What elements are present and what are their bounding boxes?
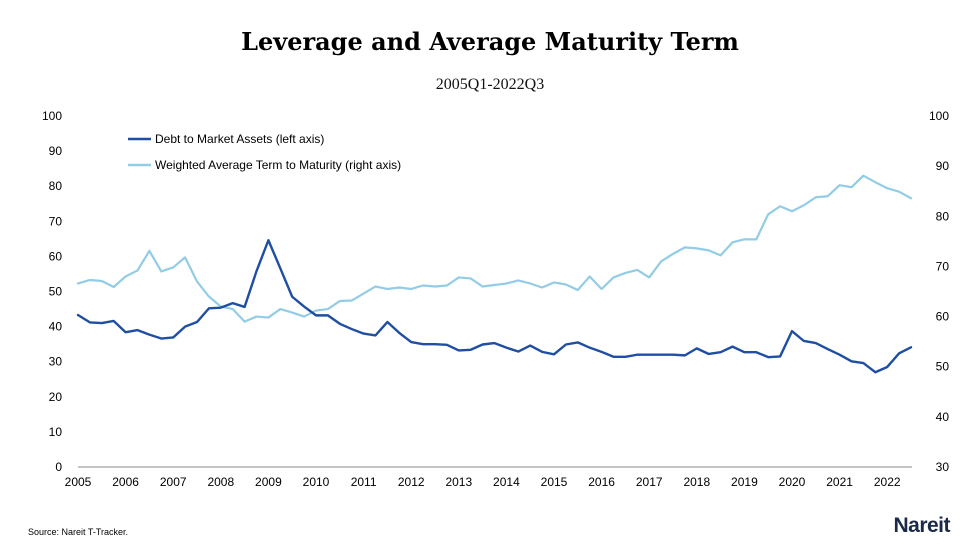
x-tick-label: 2022 [874, 475, 901, 489]
x-tick-label: 2019 [731, 475, 758, 489]
chart-title: Leverage and Average Maturity Term [241, 27, 739, 56]
x-tick-label: 2018 [683, 475, 710, 489]
left-y-tick-label: 80 [49, 179, 63, 193]
x-tick-label: 2009 [255, 475, 282, 489]
x-tick-label: 2006 [112, 475, 139, 489]
x-tick-label: 2014 [493, 475, 520, 489]
x-tick-label: 2005 [65, 475, 92, 489]
x-tick-label: 2012 [398, 475, 425, 489]
x-tick-label: 2008 [207, 475, 234, 489]
left-y-tick-label: 50 [49, 285, 63, 299]
series-line-debt-to-market-assets [76, 239, 913, 374]
left-y-tick-label: 90 [49, 144, 63, 158]
nareit-logo: Nareit [893, 514, 950, 537]
left-y-tick-label: 20 [49, 390, 63, 404]
right-y-tick-label: 70 [936, 259, 950, 273]
x-tick-label: 2021 [826, 475, 853, 489]
left-y-tick-label: 100 [42, 109, 62, 123]
right-y-tick-label: 40 [936, 410, 950, 424]
x-tick-label: 2016 [588, 475, 615, 489]
right-y-tick-label: 50 [936, 360, 950, 374]
right-y-axis: 30 40 50 60 70 80 90 100 [929, 109, 949, 474]
series-layer [76, 174, 913, 374]
left-y-tick-label: 10 [49, 425, 63, 439]
legend-label: Weighted Average Term to Maturity (right… [155, 158, 401, 172]
right-y-tick-label: 30 [936, 460, 950, 474]
x-tick-label: 2017 [636, 475, 663, 489]
right-y-tick-label: 100 [929, 109, 949, 123]
x-tick-label: 2020 [779, 475, 806, 489]
left-y-tick-label: 60 [49, 249, 63, 263]
chart-subtitle: 2005Q1-2022Q3 [435, 76, 545, 93]
left-y-tick-label: 0 [55, 460, 62, 474]
legend-label: Debt to Market Assets (left axis) [155, 132, 324, 146]
x-tick-label: 2011 [351, 475, 377, 489]
source-note: Source: Nareit T-Tracker. [28, 527, 129, 537]
left-y-tick-label: 30 [49, 355, 63, 369]
legend: Debt to Market Assets (left axis) Weighte… [128, 132, 401, 172]
right-y-tick-label: 80 [936, 209, 950, 223]
x-tick-label: 2013 [445, 475, 472, 489]
x-tick-label: 2015 [541, 475, 568, 489]
x-tick-label: 2007 [160, 475, 187, 489]
left-y-axis: 0 10 20 30 40 50 60 70 80 90 100 [42, 109, 62, 474]
right-y-tick-label: 90 [936, 159, 950, 173]
series-line-term-to-maturity [76, 174, 913, 323]
left-y-tick-label: 70 [49, 214, 63, 228]
x-tick-label: 2010 [303, 475, 330, 489]
x-axis: 2005 2006 2007 2008 2009 2010 2011 2012 2013 2014… [65, 466, 912, 489]
right-y-tick-label: 60 [936, 310, 950, 324]
left-y-tick-label: 40 [49, 320, 63, 334]
